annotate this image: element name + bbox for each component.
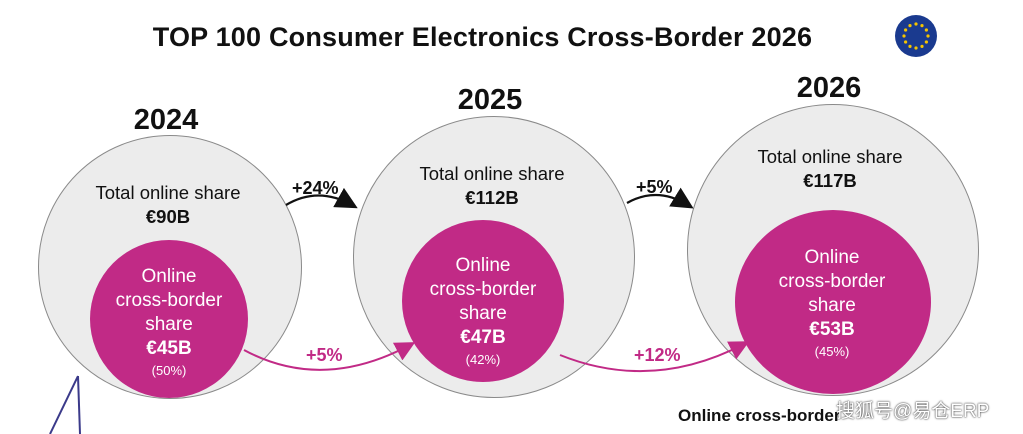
cross-border-text: cross-border bbox=[429, 279, 537, 300]
year-2026: 2026 bbox=[796, 72, 862, 104]
cross-border-label-2024: Online cross-border share €45B (50%) bbox=[84, 265, 254, 379]
total-share-label-2026: Total online share €117B bbox=[720, 145, 940, 193]
cross-border-circle-2025 bbox=[402, 220, 564, 382]
cross-border-percent: (45%) bbox=[814, 344, 850, 359]
cross-growth-label-2025-2026: +12% bbox=[634, 345, 681, 365]
flag-star bbox=[902, 34, 906, 38]
cross-growth-label-2024-2025: +5% bbox=[306, 345, 343, 365]
cross-border-value: €45B bbox=[146, 338, 192, 359]
total-share-text: Total online share bbox=[757, 146, 903, 167]
flag-star bbox=[920, 44, 924, 48]
watermark: 搜狐号@易仓ERP bbox=[836, 401, 990, 422]
total-share-text: Total online share bbox=[95, 182, 241, 203]
total-share-value: €90B bbox=[145, 206, 191, 227]
flag-star bbox=[914, 46, 918, 50]
flag-star bbox=[914, 22, 918, 26]
cross-border-percent: (50%) bbox=[151, 363, 187, 378]
cross-border-circle-2024 bbox=[90, 240, 248, 398]
total-share-label-2024: Total online share €90B bbox=[58, 181, 278, 229]
cross-border-text: cross-border bbox=[778, 271, 886, 292]
total-growth-label-2025-2026: +5% bbox=[636, 177, 673, 197]
cross-border-label-2026: Online cross-border share €53B (45%) bbox=[747, 246, 917, 360]
flag-star bbox=[908, 24, 912, 28]
cross-border-value: €47B bbox=[460, 327, 506, 348]
cross-border-circle-2026 bbox=[735, 210, 931, 394]
flag-star bbox=[926, 34, 930, 38]
flag-star bbox=[904, 28, 908, 32]
cross-border-label-2025: Online cross-border share €47B (42%) bbox=[398, 254, 568, 368]
flag-star bbox=[908, 44, 912, 48]
flag-star bbox=[924, 40, 928, 44]
total-growth-label-2024-2025: +24% bbox=[292, 178, 339, 198]
total-share-value: €117B bbox=[803, 170, 857, 191]
cross-border-text: share bbox=[459, 303, 507, 324]
footnote: Online cross-border bbox=[678, 406, 841, 425]
cross-border-text: Online bbox=[141, 266, 197, 287]
cross-border-text: share bbox=[808, 295, 856, 316]
decorative-lines bbox=[49, 375, 81, 434]
total-share-value: €112B bbox=[465, 187, 519, 208]
cross-border-percent: (42%) bbox=[465, 352, 501, 367]
cross-border-value: €53B bbox=[809, 319, 855, 340]
year-2024: 2024 bbox=[133, 104, 199, 136]
flag-star bbox=[904, 40, 908, 44]
cross-border-text: cross-border bbox=[115, 290, 223, 311]
cross-border-text: Online bbox=[804, 247, 860, 268]
total-share-label-2025: Total online share €112B bbox=[382, 162, 602, 210]
flag-star bbox=[924, 28, 928, 32]
total-share-text: Total online share bbox=[419, 163, 565, 184]
eu-flag-icon bbox=[895, 15, 937, 57]
year-2025: 2025 bbox=[457, 84, 523, 116]
cross-border-text: share bbox=[145, 314, 193, 335]
chart-title: TOP 100 Consumer Electronics Cross-Borde… bbox=[152, 22, 813, 52]
cross-border-text: Online bbox=[455, 255, 511, 276]
flag-star bbox=[920, 24, 924, 28]
